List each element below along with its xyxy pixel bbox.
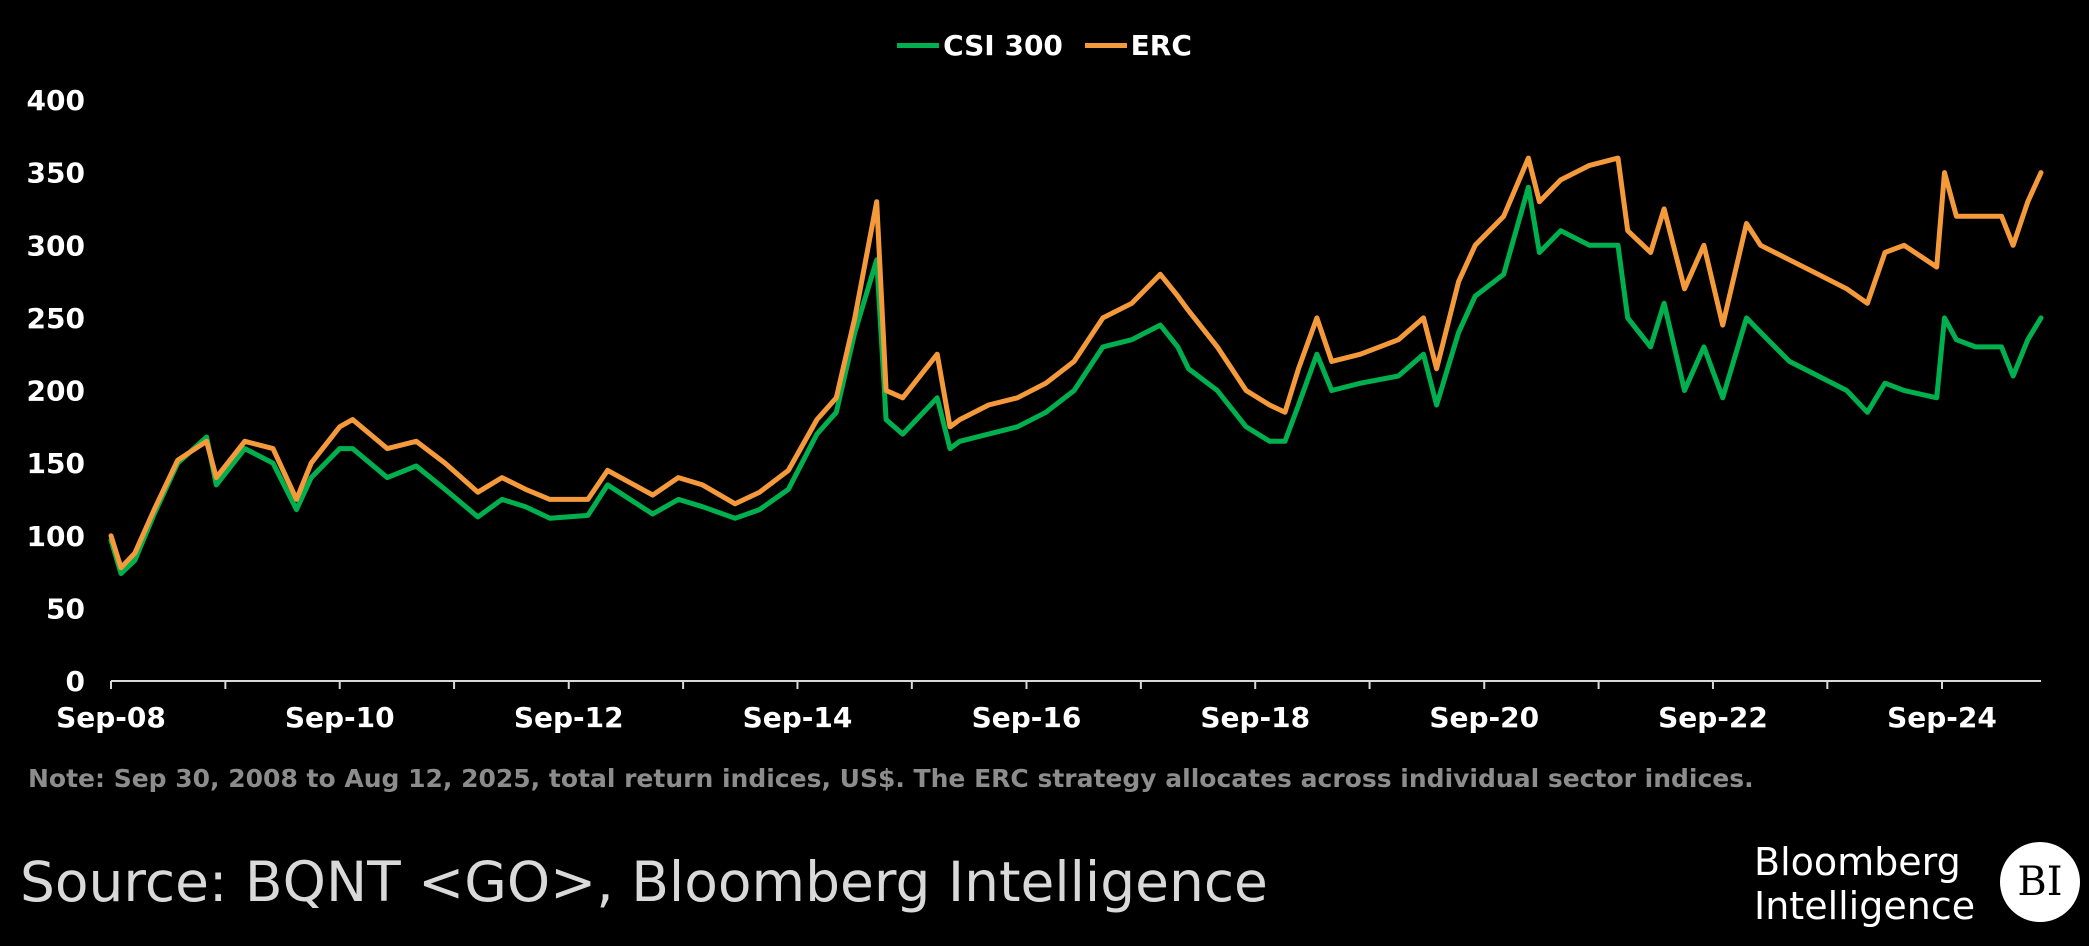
legend-swatch-erc	[1084, 43, 1127, 48]
legend-item-csi300: CSI 300	[897, 29, 1063, 62]
y-tick-label: 300	[27, 229, 85, 262]
y-tick-label: 0	[66, 665, 85, 698]
y-axis-ticks: 0 50 100 150 200 250 300 350 400	[27, 84, 85, 698]
x-tick-label: Sep-18	[1200, 701, 1310, 734]
x-tick-label: Sep-12	[514, 701, 624, 734]
x-tick-label: Sep-14	[743, 701, 853, 734]
x-tick-label: Sep-24	[1887, 701, 1997, 734]
y-tick-label: 50	[46, 592, 85, 625]
y-tick-label: 350	[27, 157, 85, 190]
series-line-csi-300	[108, 184, 2044, 576]
x-tick-label: Sep-22	[1658, 701, 1768, 734]
legend: CSI 300 ERC	[0, 22, 2089, 62]
x-tick-label: Sep-08	[56, 701, 166, 734]
series-line-erc	[108, 155, 2044, 571]
y-tick-label: 250	[27, 302, 85, 335]
y-tick-label: 150	[27, 447, 85, 480]
legend-item-erc: ERC	[1084, 29, 1192, 62]
logo-line-1: Bloomberg	[1754, 840, 1961, 884]
x-tick-label: Sep-20	[1429, 701, 1539, 734]
source-line: Source: BQNT <GO>, Bloomberg Intelligenc…	[20, 850, 1268, 914]
legend-swatch-csi300	[897, 43, 940, 48]
x-axis: Sep-08 Sep-10 Sep-12 Sep-14 Sep-16 Sep-18 Sep-…	[56, 680, 2041, 734]
bloomberg-intelligence-logo: Bloomberg Intelligence	[1754, 840, 1975, 928]
legend-label-erc: ERC	[1130, 29, 1192, 62]
series-layer	[108, 155, 2044, 576]
x-tick-label: Sep-10	[285, 701, 395, 734]
y-tick-label: 400	[27, 84, 85, 117]
chart-note: Note: Sep 30, 2008 to Aug 12, 2025, tota…	[28, 764, 1754, 793]
y-tick-label: 200	[27, 375, 85, 408]
y-tick-label: 100	[27, 520, 85, 553]
legend-label-csi300: CSI 300	[943, 29, 1063, 62]
logo-line-2: Intelligence	[1754, 884, 1976, 928]
bi-badge-icon: BI	[2000, 842, 2080, 922]
x-tick-label: Sep-16	[972, 701, 1082, 734]
